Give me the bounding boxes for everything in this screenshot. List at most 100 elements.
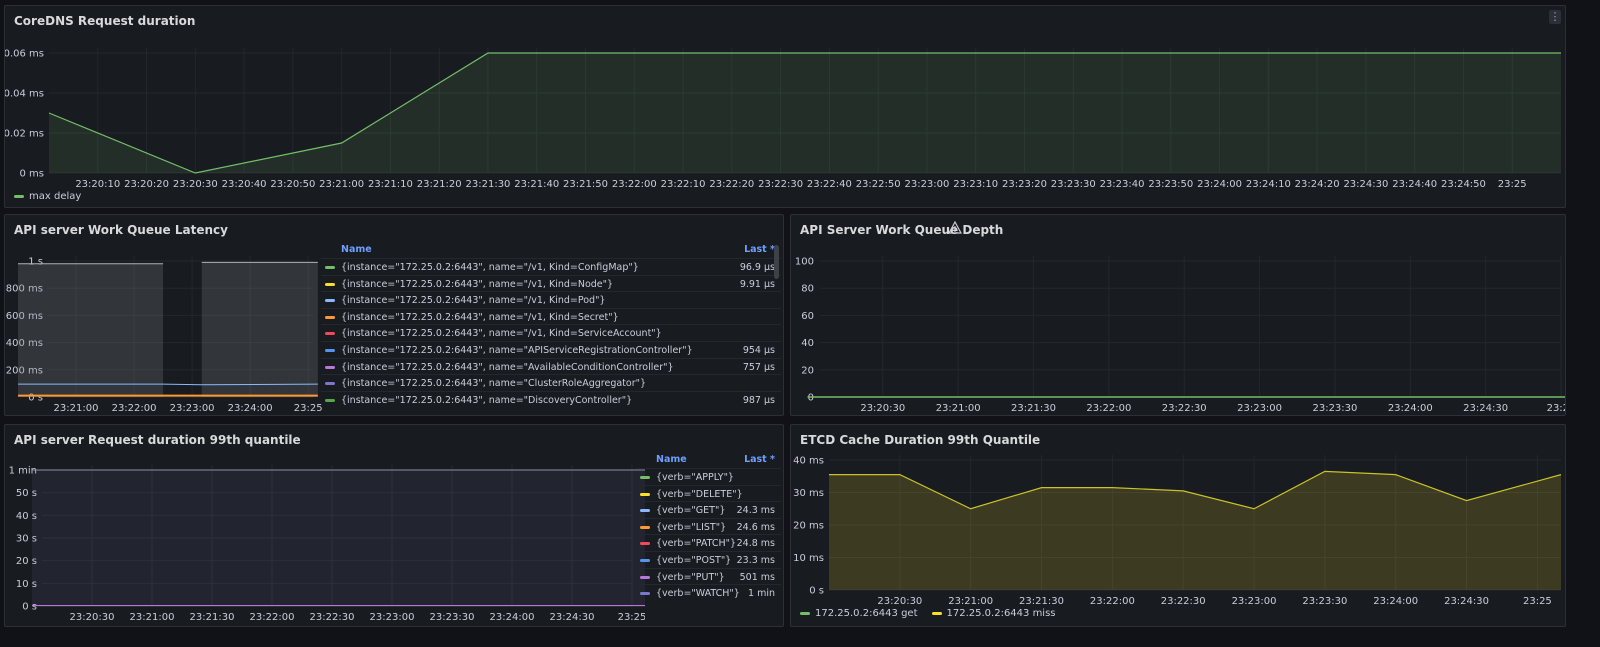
header-name[interactable]: Name [341, 244, 372, 255]
legend-row[interactable]: {instance="172.25.0.2:6443", name="Disco… [321, 390, 781, 408]
legend-row[interactable]: {verb="PATCH"} 24.8 ms [636, 534, 781, 551]
legend-scrollbar[interactable] [774, 245, 779, 279]
x-tick-label: 23:23:30 [1312, 403, 1357, 414]
x-tick-label: 23:21:50 [563, 179, 608, 190]
legend-row[interactable]: {instance="172.25.0.2:6443", name="/v1, … [321, 324, 781, 341]
legend-series-name: {verb="POST"} [656, 554, 732, 566]
x-tick-label: 23:23:20 [1002, 179, 1047, 190]
legend-last-value: 987 µs [742, 394, 775, 406]
legend-row[interactable]: {instance="172.25.0.2:6443", name="/v1, … [321, 274, 781, 292]
x-tick-label: 23:24:00 [1197, 179, 1242, 190]
x-tick-label: 23:22:30 [1161, 596, 1206, 607]
x-tick-label: 23:25 [1523, 596, 1552, 607]
request-duration-legend-table: Name Last * {verb="APPLY"} {verb="DELETE"}{… [636, 452, 781, 601]
legend-series-name: {instance="172.25.0.2:6443", name="Clust… [341, 378, 647, 390]
legend-label: 172.25.0.2:6443 get [815, 608, 918, 619]
x-tick-label: 23:21:30 [190, 612, 235, 623]
x-tick-label: 23:22:50 [856, 179, 901, 190]
legend-series-name: {verb="WATCH"} [656, 588, 740, 600]
legend-swatch [640, 558, 650, 562]
legend-series-name: {verb="PUT"} [656, 571, 725, 583]
legend-series-name: {verb="LIST"} [656, 521, 727, 533]
legend-swatch [640, 592, 650, 596]
legend-row[interactable]: {instance="172.25.0.2:6443", name="/v1, … [321, 307, 781, 325]
panel-work-queue-depth: API Server Work Queue Depth 0 20 40 60 80 100… [790, 214, 1566, 416]
legend-row[interactable]: {verb="GET"} 24.3 ms [636, 501, 781, 518]
x-tick-label: 23:23:30 [1302, 596, 1347, 607]
work-queue-depth-chart: 0 20 40 60 80 100 23:20:30 23:21:00 23:21:30 23:2… [795, 256, 1565, 414]
legend-row[interactable]: {verb="POST"} 23.3 ms [636, 550, 781, 568]
x-tick-label: 23:21:20 [417, 179, 462, 190]
legend-row[interactable]: {verb="PUT"} 501 ms [636, 567, 781, 585]
coredns-legend: max delay [14, 191, 81, 202]
legend-last-value: 24.3 ms [736, 505, 775, 517]
series-line-miss [829, 470, 1562, 510]
legend-label: max delay [29, 191, 82, 202]
legend-item[interactable]: 172.25.0.2:6443 miss [931, 608, 1056, 619]
legend-row[interactable]: {verb="DELETE"} [636, 484, 781, 502]
x-tick-label: 23:23:10 [953, 179, 998, 190]
legend-last-value: 954 µs [742, 344, 775, 356]
y-tick-label: 60 [801, 311, 814, 322]
x-tick-label: 23:21:00 [54, 403, 99, 414]
legend-series-name: {instance="172.25.0.2:6443", name="/v1, … [341, 311, 619, 323]
legend-item[interactable]: max delay [14, 191, 81, 202]
legend-last-value: 501 ms [739, 571, 775, 583]
legend-row[interactable]: {instance="172.25.0.2:6443", name="/v1, … [321, 258, 781, 275]
x-tick-label: 23:20:30 [877, 596, 922, 607]
legend-item[interactable]: 172.25.0.2:6443 get [800, 608, 918, 619]
legend-label: 172.25.0.2:6443 miss [946, 608, 1056, 619]
x-tick-label: 23:23:40 [1100, 179, 1145, 190]
legend-row[interactable]: {instance="172.25.0.2:6443", name="APISe… [321, 340, 781, 358]
header-name[interactable]: Name [656, 454, 687, 465]
y-tick-label: 20 ms [793, 521, 824, 532]
x-tick-label: 23:21:00 [130, 612, 175, 623]
y-tick-label: 40 s [16, 511, 37, 522]
x-tick-label: 23:20:30 [860, 403, 905, 414]
legend-last-value: 96.9 µs [739, 262, 775, 273]
warning-icon[interactable] [948, 221, 962, 234]
x-tick-label: 23:21:30 [466, 179, 511, 190]
legend-swatch [325, 332, 335, 336]
legend-last-value: 757 µs [742, 361, 775, 373]
panel-menu-icon[interactable]: ⋮ [1549, 10, 1561, 24]
x-tick-label: 23:20:10 [75, 179, 120, 190]
legend-swatch [325, 266, 335, 269]
legend-row[interactable]: {verb="LIST"} 24.6 ms [636, 517, 781, 535]
series-area-max-delay [49, 53, 1561, 173]
panel-title[interactable]: API server Request duration 99th quantil… [14, 433, 301, 447]
x-tick-label: 23:22:00 [1086, 403, 1131, 414]
legend-row[interactable]: {verb="WATCH"} 1 min [636, 584, 781, 601]
y-tick-label: 600 ms [6, 311, 43, 322]
panel-title[interactable]: API server Work Queue Latency [14, 223, 228, 237]
panel-title[interactable]: CoreDNS Request duration [14, 14, 196, 28]
y-tick-label: 50 s [16, 488, 37, 499]
legend-row[interactable]: {instance="172.25.0.2:6443", name="Clust… [321, 374, 781, 391]
x-tick-label: 23:21:30 [1019, 596, 1064, 607]
legend-last-value: 9.91 µs [739, 278, 775, 290]
y-tick-label: 30 s [16, 534, 37, 545]
legend-row[interactable]: {instance="172.25.0.2:6443", name="/v1, … [321, 291, 781, 308]
x-tick-label: 23:23:30 [430, 612, 475, 623]
x-tick-label: 23:24:10 [1246, 179, 1291, 190]
y-tick-label: 0.02 ms [5, 129, 44, 140]
y-tick-label: 400 ms [6, 338, 43, 349]
x-tick-label: 23:22:20 [709, 179, 754, 190]
y-tick-label: 20 s [16, 556, 37, 567]
x-tick-label: 23:25 [294, 403, 323, 414]
series-line-max-delay [48, 52, 1561, 174]
legend-table-header: Name Last * [636, 452, 781, 468]
panel-request-duration: API server Request duration 99th quantil… [4, 424, 784, 627]
legend-series-name: {verb="PATCH"} [656, 538, 737, 550]
x-tick-label: 23:23:50 [1148, 179, 1193, 190]
x-tick-label: 23:22:00 [612, 179, 657, 190]
panel-title[interactable]: ETCD Cache Duration 99th Quantile [800, 433, 1041, 447]
work-queue-latency-chart: 0 s 200 ms 400 ms 600 ms 800 ms 1 s 23:21:00 23… [6, 256, 323, 414]
x-tick-label: 23:20:50 [270, 179, 315, 190]
header-last-sort[interactable]: Last * [744, 244, 775, 255]
y-tick-label: 1 s [28, 257, 43, 268]
legend-row[interactable]: {verb="APPLY"} [636, 468, 781, 485]
header-last-sort[interactable]: Last * [744, 454, 775, 465]
y-tick-label: 20 [801, 365, 814, 376]
legend-row[interactable]: {instance="172.25.0.2:6443", name="Avail… [321, 357, 781, 375]
